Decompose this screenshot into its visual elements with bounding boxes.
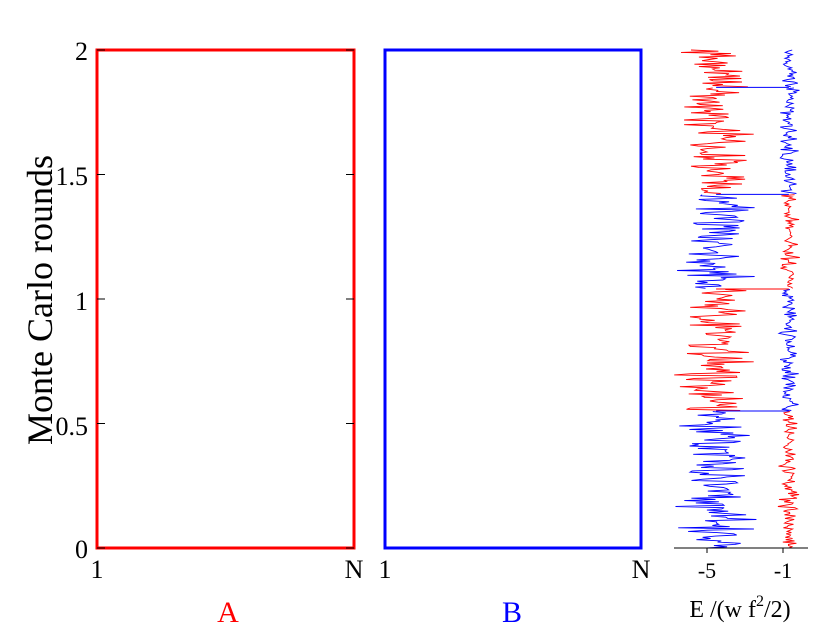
panel-a-xtick-n: N — [345, 555, 364, 584]
panel-a-ticks — [97, 49, 354, 549]
y-tick-label-2: 2 — [75, 37, 88, 66]
energy-trace-red — [674, 49, 800, 549]
panel-a: 1 N A — [91, 48, 364, 629]
energy-x-axis-label: E /(w f2/2) — [689, 593, 790, 623]
energy-x-axis-label-tail: /2) — [764, 597, 791, 623]
energy-traces — [674, 49, 800, 549]
panel-a-xtick-1: 1 — [91, 555, 104, 584]
panel-b-xtick-1: 1 — [379, 555, 392, 584]
panel-b-label: B — [502, 596, 522, 629]
panel-b-xtick-n: N — [632, 555, 651, 584]
panel-a-label: A — [217, 596, 239, 629]
energy-xtick-minus5: -5 — [698, 558, 716, 583]
y-tick-labels: 2 1.5 1 0.5 0 — [56, 37, 89, 564]
panel-b-frame — [383, 48, 643, 550]
y-tick-label-1-5: 1.5 — [56, 162, 89, 191]
energy-x-axis-label-sup: 2 — [756, 593, 764, 610]
panel-a-frame — [95, 48, 356, 550]
y-tick-label-0: 0 — [75, 535, 88, 564]
panel-b: 1 N B — [379, 48, 651, 629]
y-tick-label-1: 1 — [75, 287, 88, 316]
panel-energy: -5 -1 E /(w f2/2) — [674, 49, 808, 623]
y-tick-label-0-5: 0.5 — [56, 412, 89, 441]
energy-xtick-minus1: -1 — [774, 558, 792, 583]
energy-x-axis-label-main: E /(w f — [689, 597, 756, 623]
energy-trace-blue — [675, 49, 800, 549]
y-axis-label: Monte Carlo rounds — [20, 155, 60, 445]
